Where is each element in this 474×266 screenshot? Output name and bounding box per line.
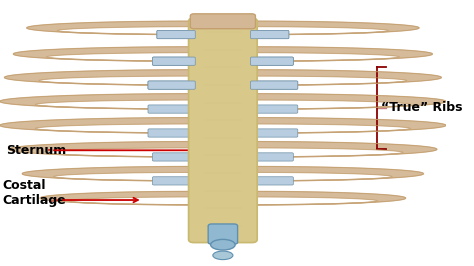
Polygon shape <box>40 192 196 205</box>
FancyBboxPatch shape <box>251 81 298 89</box>
FancyBboxPatch shape <box>251 57 293 65</box>
Polygon shape <box>250 167 423 181</box>
Polygon shape <box>250 70 441 85</box>
FancyBboxPatch shape <box>251 153 293 161</box>
Polygon shape <box>22 167 196 181</box>
Ellipse shape <box>213 251 233 260</box>
FancyBboxPatch shape <box>208 224 237 244</box>
Polygon shape <box>250 142 437 157</box>
Polygon shape <box>250 192 406 205</box>
FancyBboxPatch shape <box>153 153 195 161</box>
FancyBboxPatch shape <box>148 81 195 89</box>
Polygon shape <box>250 118 446 133</box>
FancyBboxPatch shape <box>153 177 195 185</box>
FancyBboxPatch shape <box>251 177 293 185</box>
FancyBboxPatch shape <box>157 31 195 39</box>
Polygon shape <box>13 47 196 61</box>
FancyBboxPatch shape <box>189 18 257 243</box>
FancyBboxPatch shape <box>148 81 195 89</box>
Ellipse shape <box>210 239 235 250</box>
FancyBboxPatch shape <box>251 81 298 89</box>
FancyBboxPatch shape <box>251 105 298 113</box>
FancyBboxPatch shape <box>191 14 255 29</box>
FancyBboxPatch shape <box>157 31 195 39</box>
FancyBboxPatch shape <box>251 57 293 65</box>
FancyBboxPatch shape <box>251 31 289 39</box>
FancyBboxPatch shape <box>251 129 298 137</box>
FancyBboxPatch shape <box>153 57 195 65</box>
FancyBboxPatch shape <box>153 57 195 65</box>
FancyBboxPatch shape <box>251 31 289 39</box>
Polygon shape <box>0 94 196 109</box>
Polygon shape <box>250 21 419 35</box>
Polygon shape <box>9 142 196 157</box>
FancyBboxPatch shape <box>148 129 195 137</box>
Polygon shape <box>250 47 432 61</box>
Polygon shape <box>0 118 196 133</box>
Text: Costal
Cartilage: Costal Cartilage <box>2 179 66 207</box>
Text: “True” Ribs: “True” Ribs <box>381 101 463 114</box>
Polygon shape <box>250 94 446 109</box>
Text: Sternum: Sternum <box>6 144 66 157</box>
Polygon shape <box>27 21 196 35</box>
Polygon shape <box>4 70 196 85</box>
FancyBboxPatch shape <box>148 105 195 113</box>
